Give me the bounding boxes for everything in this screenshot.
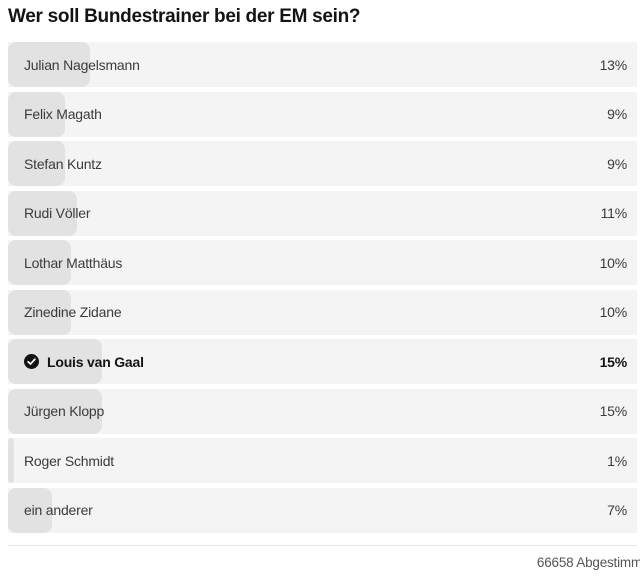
poll-option-percent: 10% xyxy=(599,254,628,271)
poll-option-label-wrap: Jürgen Klopp xyxy=(24,403,104,419)
poll-option-label: Roger Schmidt xyxy=(24,452,114,469)
result-bar xyxy=(8,487,53,533)
result-bar xyxy=(8,190,78,236)
poll-option-row[interactable]: Rudi Völler 11% xyxy=(8,190,637,236)
poll-option-row[interactable]: Felix Magath 9% xyxy=(8,91,637,137)
poll-option-label-wrap: Felix Magath xyxy=(24,106,102,122)
check-icon xyxy=(24,354,39,369)
poll-option-label: Lothar Matthäus xyxy=(24,254,123,271)
poll-option-percent: 7% xyxy=(607,502,627,518)
poll-option-percent: 15% xyxy=(599,353,628,370)
result-bar xyxy=(8,289,71,335)
poll-option-row[interactable]: Jürgen Klopp 15% xyxy=(8,388,637,434)
poll-option-percent: 13% xyxy=(599,56,628,73)
poll-widget: Wer soll Bundestrainer bei der EM sein? … xyxy=(8,6,640,570)
poll-option-row[interactable]: Stefan Kuntz 9% xyxy=(8,141,637,186)
poll-question: Wer soll Bundestrainer bei der EM sein? xyxy=(8,6,361,27)
poll-option-percent: 10% xyxy=(599,304,628,320)
result-bar xyxy=(8,91,65,137)
poll-option-label: Jürgen Klopp xyxy=(24,403,105,419)
divider xyxy=(8,544,637,546)
poll-option-label-wrap: Rudi Völler xyxy=(24,205,90,221)
poll-option-label: Louis van Gaal xyxy=(47,353,144,370)
poll-option-row[interactable]: Roger Schmidt 1% xyxy=(8,438,637,483)
poll-option-label: Rudi Völler xyxy=(24,205,91,221)
poll-option-label-wrap: Lothar Matthäus xyxy=(24,255,122,271)
result-bar xyxy=(8,141,65,186)
poll-options-list: Julian Nagelsmann 13% Felix Magath 9% St… xyxy=(8,42,637,533)
poll-option-label-wrap: Stefan Kuntz xyxy=(24,156,102,172)
poll-option-percent: 1% xyxy=(607,452,627,469)
poll-option-label: Zinedine Zidane xyxy=(24,304,122,320)
poll-option-row[interactable]: Lothar Matthäus 10% xyxy=(8,240,637,285)
poll-option-percent: 9% xyxy=(607,106,627,122)
result-bar xyxy=(8,438,15,483)
poll-option-percent: 11% xyxy=(600,205,628,221)
poll-option-label-wrap: Louis van Gaal xyxy=(24,354,144,370)
result-bar xyxy=(8,42,90,87)
poll-option-label: Felix Magath xyxy=(24,106,102,122)
poll-option-row[interactable]: ein anderer 7% xyxy=(8,487,637,533)
poll-option-label: Julian Nagelsmann xyxy=(24,56,140,73)
poll-option-label-wrap: Roger Schmidt xyxy=(24,453,114,469)
poll-option-label-wrap: Julian Nagelsmann xyxy=(24,57,140,73)
poll-option-label-wrap: ein anderer xyxy=(24,502,93,518)
poll-option-label: Stefan Kuntz xyxy=(24,155,102,172)
poll-option-percent: 15% xyxy=(599,403,628,419)
poll-option-row[interactable]: Louis van Gaal 15% xyxy=(8,339,637,384)
poll-option-label-wrap: Zinedine Zidane xyxy=(24,304,122,320)
poll-option-percent: 9% xyxy=(607,155,627,172)
result-bar xyxy=(8,339,103,384)
result-bar xyxy=(8,240,71,285)
poll-option-label: ein anderer xyxy=(24,502,93,518)
result-bar xyxy=(8,388,103,434)
poll-option-row[interactable]: Zinedine Zidane 10% xyxy=(8,289,637,335)
poll-option-row[interactable]: Julian Nagelsmann 13% xyxy=(8,42,637,87)
total-votes-text: 66658 Abgestimm xyxy=(536,554,640,570)
